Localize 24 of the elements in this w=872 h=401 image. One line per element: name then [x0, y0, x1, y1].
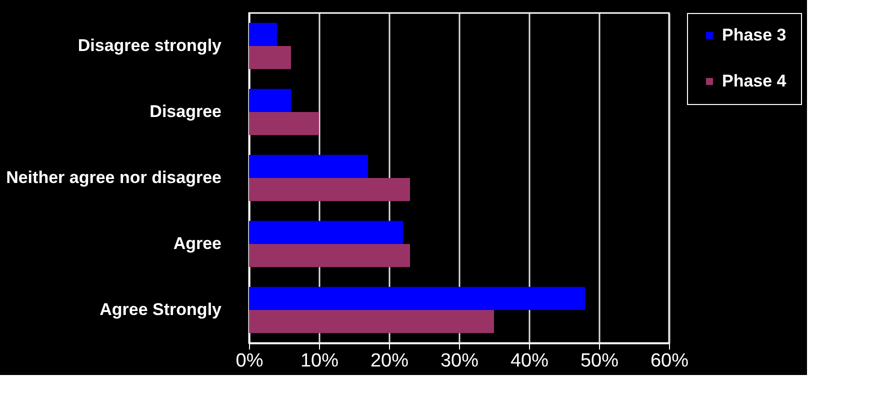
- x-tick-label: 50%: [580, 350, 619, 372]
- legend-label: Phase 3: [722, 26, 786, 44]
- y-tick-label: Agree: [173, 234, 222, 253]
- bar: [249, 46, 291, 70]
- bar: [249, 310, 494, 334]
- bar: [249, 178, 410, 202]
- bar: [249, 220, 403, 244]
- bar: [249, 154, 368, 178]
- x-tick-label: 0%: [236, 350, 264, 372]
- y-tick-label: Agree Strongly: [100, 300, 222, 319]
- x-tick-label: 40%: [510, 350, 549, 372]
- bar: [249, 88, 291, 112]
- bar: [249, 22, 277, 46]
- y-tick-label: Disagree: [150, 102, 222, 121]
- x-tick-label: 30%: [440, 350, 479, 372]
- bar: [249, 286, 585, 310]
- x-tick-label: 10%: [300, 350, 339, 372]
- bar: [249, 244, 410, 268]
- x-tick-label: 20%: [370, 350, 409, 372]
- legend-label: Phase 4: [722, 72, 787, 90]
- y-tick-label: Neither agree nor disagree: [6, 168, 222, 187]
- bar: [249, 112, 319, 136]
- x-tick-label: 60%: [650, 350, 689, 372]
- y-tick-label: Disagree strongly: [78, 36, 222, 55]
